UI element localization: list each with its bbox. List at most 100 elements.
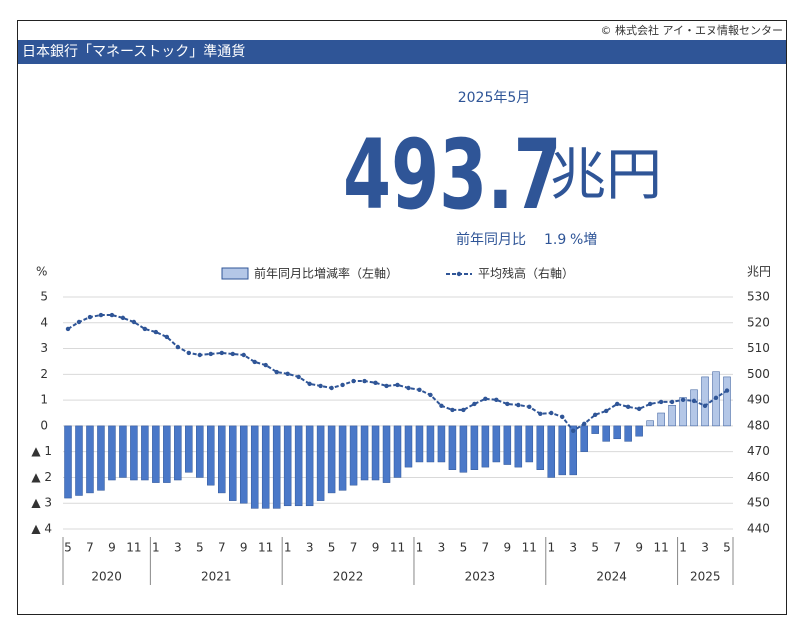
line-marker <box>593 412 598 418</box>
bar <box>75 425 83 496</box>
x-tick-label: 1 <box>416 541 424 555</box>
y2-tick-label: 520 <box>747 315 770 329</box>
line-marker <box>186 350 192 356</box>
bar <box>64 425 72 499</box>
line-marker <box>65 326 71 332</box>
copyright: © 株式会社 アイ・エヌ情報センター <box>601 23 783 37</box>
y-axis-label: % <box>36 265 47 279</box>
bar <box>536 425 545 470</box>
bar <box>613 425 621 440</box>
x-tick-label: 5 <box>196 541 204 555</box>
legend-swatch <box>221 267 249 280</box>
bar <box>701 376 709 427</box>
line-marker <box>395 382 400 388</box>
bar <box>393 425 402 478</box>
line-marker <box>87 314 93 320</box>
bar <box>130 425 138 481</box>
bar <box>185 425 193 473</box>
line-marker <box>669 399 675 405</box>
bar <box>349 425 358 486</box>
bar <box>580 425 588 452</box>
x-tick-label: 7 <box>613 541 621 555</box>
x-tick-label: 11 <box>258 541 273 555</box>
bar <box>371 425 380 481</box>
y2-tick-label: 450 <box>747 496 770 510</box>
bar <box>646 420 654 427</box>
bar <box>657 412 665 427</box>
line-marker <box>208 351 213 357</box>
bar <box>218 425 226 494</box>
line-marker <box>680 397 686 403</box>
bar <box>415 425 424 463</box>
bar <box>679 397 687 427</box>
line-marker <box>340 382 345 388</box>
bar <box>141 425 149 481</box>
x-tick-label: 1 <box>284 541 292 555</box>
period: 2025年5月 <box>458 90 531 106</box>
x-tick-label: 11 <box>522 541 537 555</box>
line-marker <box>263 362 268 368</box>
x-tick-label: 3 <box>174 541 182 555</box>
line-marker <box>483 396 488 402</box>
x-tick-label: 9 <box>504 541 512 555</box>
line-marker <box>307 381 312 387</box>
line-marker <box>175 344 181 350</box>
x-tick-label: 9 <box>635 541 643 555</box>
bar <box>86 425 94 494</box>
line-marker <box>230 351 235 357</box>
x-tick-label: 11 <box>390 541 405 555</box>
bar <box>514 425 523 468</box>
line-marker <box>538 411 543 416</box>
y2-tick-label: 460 <box>747 470 770 484</box>
bar <box>250 425 259 509</box>
bar <box>404 425 413 468</box>
line-marker <box>439 403 444 408</box>
bar <box>591 425 599 434</box>
bar <box>119 425 127 478</box>
x-tick-label: 1 <box>679 541 687 555</box>
x-tick-label: 5 <box>723 541 731 555</box>
y-tick-label: 1 <box>40 393 48 407</box>
legend-swatch <box>456 271 462 277</box>
line-marker <box>571 428 576 433</box>
line-marker <box>373 380 378 386</box>
y-tick-label: 4 <box>40 315 48 329</box>
bar <box>229 425 237 501</box>
x-tick-label: 3 <box>306 541 314 555</box>
y2-tick-label: 530 <box>747 290 770 304</box>
bar <box>327 425 336 494</box>
bar <box>558 425 566 476</box>
x-tick-label: 5 <box>460 541 468 555</box>
line-marker <box>296 374 301 380</box>
line-marker <box>417 387 422 392</box>
line-marker <box>516 402 521 408</box>
bar <box>239 425 248 504</box>
x-tick-label: 9 <box>240 541 248 555</box>
header-title: 日本銀行「マネーストック」準通貨 <box>22 43 245 60</box>
y-tick-label: ▲ 4 <box>31 522 52 536</box>
bar <box>97 425 105 491</box>
line-marker <box>142 326 148 332</box>
y2-tick-label: 440 <box>747 522 770 536</box>
line-marker <box>131 319 137 325</box>
bar <box>382 425 391 483</box>
bar <box>108 425 116 481</box>
bar <box>668 405 676 427</box>
bar <box>481 425 490 468</box>
x-tick-label: 7 <box>86 541 94 555</box>
x-tick-label: 3 <box>701 541 709 555</box>
x-tick-label: 7 <box>350 541 358 555</box>
bar <box>635 425 643 437</box>
x-group-label: 2024 <box>596 570 627 584</box>
x-group-label: 2022 <box>333 570 364 584</box>
line-marker <box>603 408 609 414</box>
line-marker <box>329 385 334 391</box>
bar <box>305 425 314 507</box>
line-marker <box>252 359 257 365</box>
y-tick-label: 0 <box>40 418 48 432</box>
bar <box>163 425 171 483</box>
y-tick-label: ▲ 3 <box>31 496 52 510</box>
line-marker <box>614 401 620 407</box>
line-marker <box>625 404 631 410</box>
